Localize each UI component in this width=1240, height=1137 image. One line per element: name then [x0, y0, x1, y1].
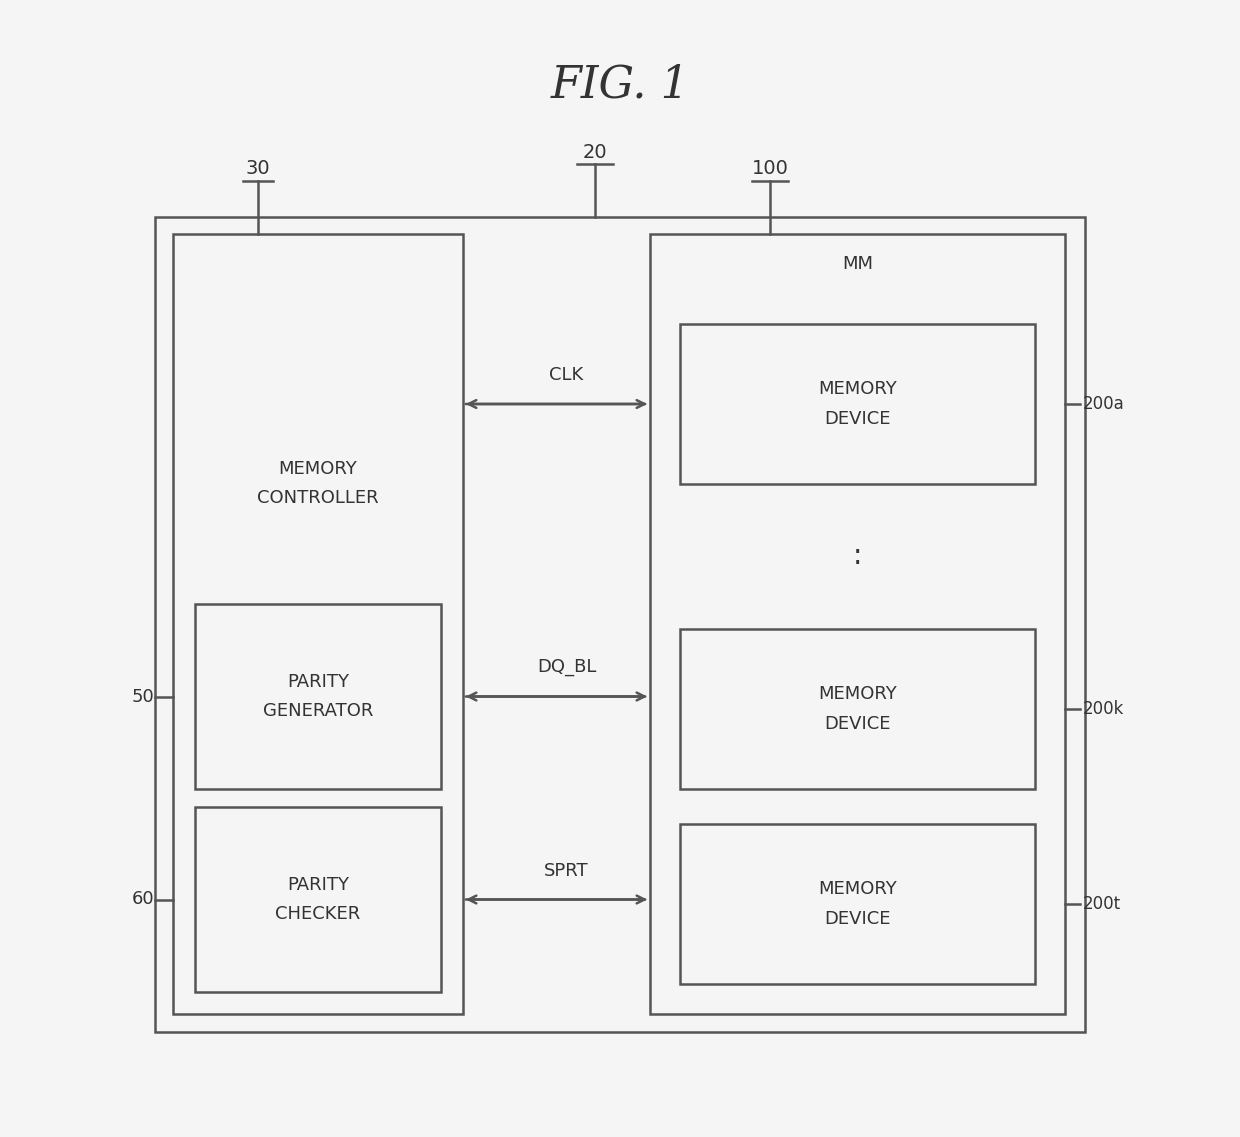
Text: :: : [853, 542, 862, 571]
Text: FIG. 1: FIG. 1 [551, 64, 689, 107]
Text: MEMORY
CONTROLLER: MEMORY CONTROLLER [257, 460, 378, 507]
Text: 20: 20 [583, 142, 608, 161]
Text: PARITY
CHECKER: PARITY CHECKER [275, 875, 361, 923]
Bar [680, 824, 1035, 984]
Text: 200a: 200a [1083, 395, 1125, 413]
Text: 30: 30 [246, 159, 270, 179]
Text: DQ_BL: DQ_BL [537, 658, 596, 677]
Text: SPRT: SPRT [544, 862, 589, 880]
Bar [650, 234, 1065, 1014]
Bar [195, 807, 441, 991]
Text: MM: MM [842, 255, 873, 273]
Text: CLK: CLK [549, 366, 584, 384]
Bar [680, 324, 1035, 484]
Text: MEMORY
DEVICE: MEMORY DEVICE [818, 880, 897, 928]
Bar [174, 234, 463, 1014]
Text: MEMORY
DEVICE: MEMORY DEVICE [818, 381, 897, 428]
Bar [155, 217, 1085, 1032]
Text: 200t: 200t [1083, 895, 1121, 913]
Bar [680, 629, 1035, 789]
Text: 60: 60 [131, 890, 154, 908]
Text: 200k: 200k [1083, 700, 1125, 717]
Text: PARITY
GENERATOR: PARITY GENERATOR [263, 673, 373, 720]
Bar [195, 604, 441, 789]
Text: 100: 100 [751, 159, 789, 179]
Text: 50: 50 [131, 688, 154, 705]
Text: MEMORY
DEVICE: MEMORY DEVICE [818, 686, 897, 732]
